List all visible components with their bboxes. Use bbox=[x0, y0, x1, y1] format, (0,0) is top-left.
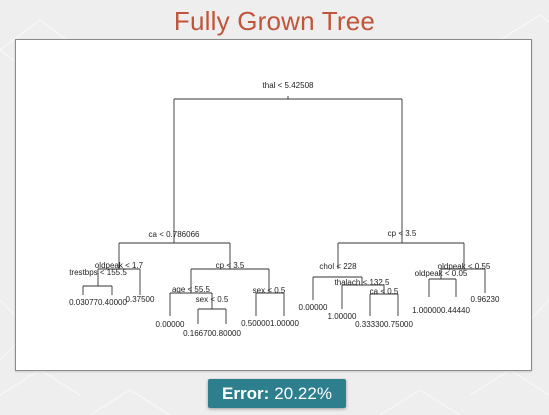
split-label-ca: ca < 0.786066 bbox=[149, 230, 200, 239]
split-label-sex-a: sex < 0.5 bbox=[196, 295, 229, 304]
split-label-trestbps: trestbps < 155.5 bbox=[69, 268, 127, 277]
branch-sex-a bbox=[197, 308, 227, 324]
branch-age bbox=[169, 292, 213, 316]
leaf-label-oldpeak-left: 0.37500 bbox=[126, 295, 155, 304]
split-label-oldpeak-left: oldpeak < 1.7 bbox=[95, 261, 144, 270]
leaf-label-trestbps: 0.030770.40000 bbox=[69, 298, 127, 307]
tree-plot-frame: thal < 5.42508 ca < 0.786066 cp < 3.5 ol… bbox=[15, 39, 532, 371]
branch-sex-b bbox=[255, 292, 285, 316]
split-label-chol: chol < 228 bbox=[319, 262, 357, 271]
branch-trestbps bbox=[82, 285, 113, 295]
leaf-label-oldpeak-right: 0.96230 bbox=[471, 295, 500, 304]
branch-ca bbox=[118, 242, 231, 269]
split-label-sex-b: sex < 0.5 bbox=[253, 286, 286, 295]
tree-branches bbox=[82, 96, 486, 324]
split-label-ca-sub: ca < 0.5 bbox=[370, 287, 399, 296]
split-label-root: thal < 5.42508 bbox=[263, 81, 314, 90]
leaf-label-age: 0.00000 bbox=[156, 320, 185, 329]
branch-ca-sub bbox=[369, 293, 399, 316]
split-label-age: age < 55.5 bbox=[172, 285, 211, 294]
leaf-label-sex-b: 0.500001.00000 bbox=[241, 319, 299, 328]
leaf-label-oldpeak-sub: 1.000000.44440 bbox=[412, 306, 470, 315]
branch-oldpeak-left bbox=[97, 268, 141, 295]
split-label-cp-right: cp < 3.5 bbox=[388, 229, 417, 238]
branch-cp-left bbox=[190, 268, 270, 293]
branch-cp-right bbox=[337, 242, 465, 269]
error-badge: Error: 20.22% bbox=[208, 379, 346, 408]
branch-oldpeak-right bbox=[440, 268, 486, 293]
branch-thalach bbox=[341, 284, 385, 309]
leaf-label-thalach: 1.00000 bbox=[328, 312, 357, 321]
branch-root bbox=[173, 96, 403, 243]
leaf-label-chol: 0.00000 bbox=[299, 303, 328, 312]
error-label: Error: bbox=[222, 383, 270, 403]
branch-oldpeak-sub bbox=[428, 278, 457, 297]
leaf-label-ca-sub: 0.333300.75000 bbox=[355, 320, 413, 329]
split-label-oldpeak-sub: oldpeak < 0.05 bbox=[415, 269, 468, 278]
page-title: Fully Grown Tree bbox=[173, 6, 376, 36]
decision-tree: thal < 5.42508 ca < 0.786066 cp < 3.5 ol… bbox=[69, 81, 500, 338]
branch-chol bbox=[312, 276, 363, 300]
split-label-cp-left: cp < 3.5 bbox=[216, 261, 245, 270]
leaf-label-sex-a: 0.166700.80000 bbox=[183, 329, 241, 338]
error-value: 20.22% bbox=[274, 383, 332, 403]
split-label-thalach: thalach < 132.5 bbox=[335, 278, 390, 287]
split-label-oldpeak-right: oldpeak < 0.55 bbox=[438, 262, 491, 271]
